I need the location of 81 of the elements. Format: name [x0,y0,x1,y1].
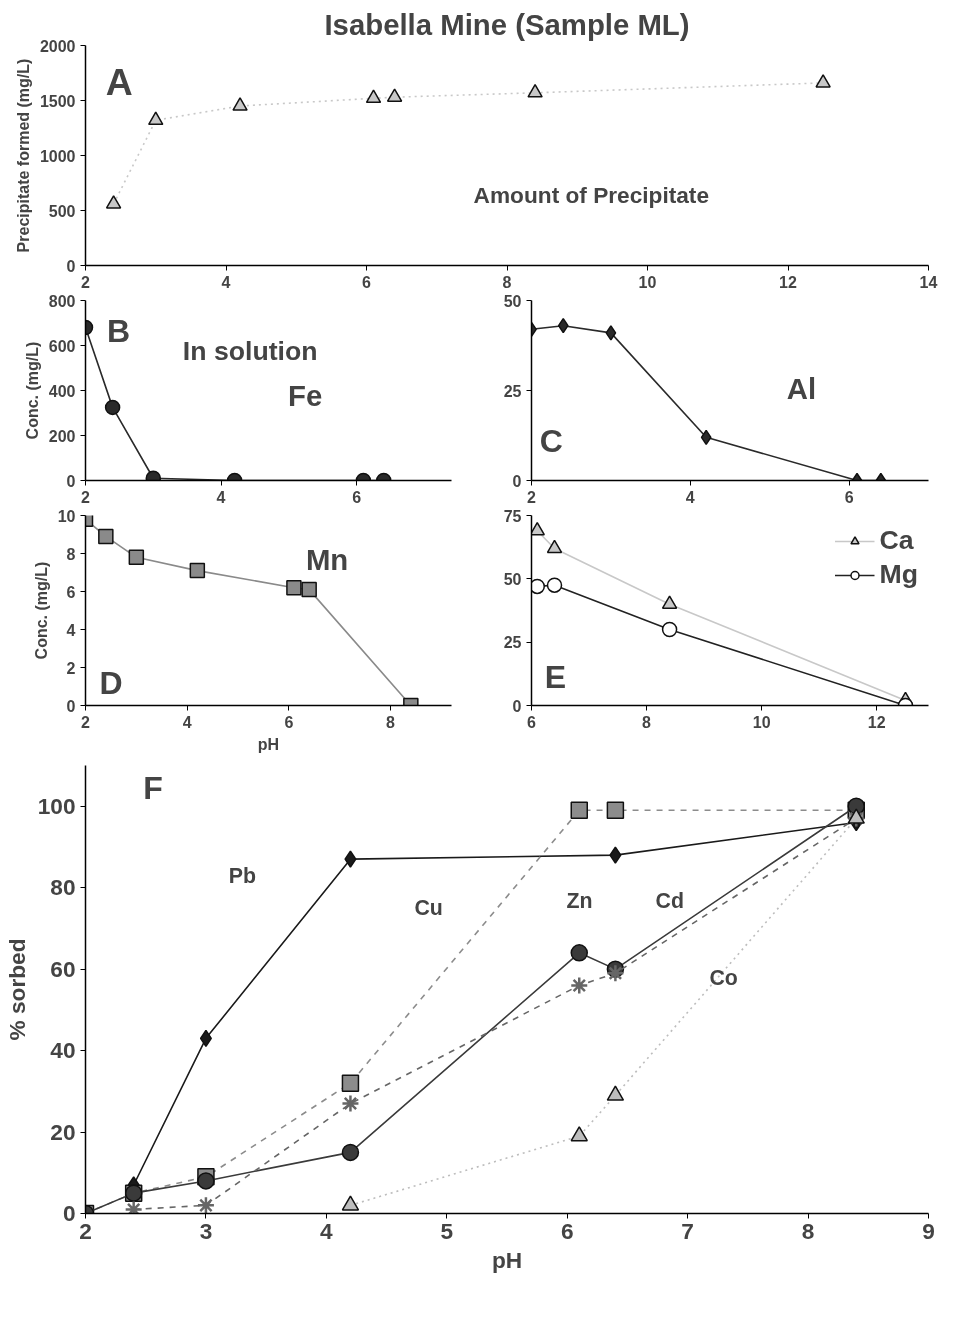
x-axis-title: pH [491,1246,523,1273]
series-label: Al [786,371,817,405]
x-tick-label: 4 [182,713,192,731]
y-tick-label: 0 [66,697,76,715]
y-tick-label: 40 [50,1037,76,1064]
x-tick-label: 12 [779,273,797,291]
x-tick-label: 2 [81,488,91,506]
x-tick-label: 6 [352,488,362,506]
series-label: Cd [655,889,684,914]
text: Pb [228,863,256,888]
y-tick-label: 8 [66,545,76,563]
annotation: C [539,422,563,459]
annotation: F [143,769,163,806]
y-tick-label: 1000 [39,147,76,165]
y-tick-label: 2000 [39,37,76,55]
x-tick-label: 10 [638,273,657,291]
y-tick-label: 1500 [39,92,76,110]
y-axis-title: % sorbed [3,938,30,1041]
y-tick-label: 20 [50,1118,76,1145]
annotation: In solution [182,335,318,366]
x-tick-label: 6 [527,713,537,731]
annotation: E [544,659,566,695]
series-label: Mn [305,543,349,577]
annotation: Amount of Precipitate [473,182,709,209]
y-tick-label: 50 [503,292,522,310]
x-tick-label: 3 [199,1217,213,1244]
series-label: Zn [566,889,593,914]
x-tick-label: 6 [560,1217,574,1244]
chart-title: Isabella Mine (Sample ML) [324,7,690,41]
y-tick-label: 60 [50,955,76,982]
x-axis-title: pH [257,735,280,753]
y-tick-label: 200 [48,427,76,445]
series-label: Cu [414,896,443,921]
y-tick-label: 600 [48,337,76,355]
x-tick-label: 9 [922,1217,935,1244]
x-tick-label: 8 [801,1217,815,1244]
y-tick-label: 0 [66,472,76,490]
x-tick-label: 6 [284,713,294,731]
series-label: Co [709,965,738,990]
y-tick-label: 100 [37,792,76,819]
y-tick-label: 50 [503,570,522,588]
text: Fe [287,379,323,413]
x-tick-label: 7 [681,1217,694,1244]
y-tick-label: 6 [66,583,76,601]
annotation: B [106,313,130,350]
annotation: A [105,60,133,103]
x-tick-label: 14 [919,273,938,291]
y-axis-title: Precipitate formed (mg/L) [14,58,32,253]
y-axis-title: Conc. (mg/L) [32,561,50,660]
y-tick-label: 80 [50,874,76,901]
x-tick-label: 2 [81,713,91,731]
y-tick-label: 25 [503,634,522,652]
x-tick-label: 8 [642,713,652,731]
y-tick-label: 400 [48,382,76,400]
legend-label: Ca [879,525,914,556]
y-tick-label: 0 [512,697,522,715]
x-tick-label: 4 [221,273,231,291]
annotation: D [99,664,123,701]
x-tick-label: 10 [752,713,771,731]
x-tick-label: 4 [320,1217,334,1244]
y-axis-title: Conc. (mg/L) [23,341,41,440]
y-tick-label: 0 [62,1200,76,1226]
x-tick-label: 5 [440,1217,454,1244]
x-tick-label: 6 [844,488,854,506]
y-tick-label: 2 [66,659,76,677]
y-tick-label: 10 [57,507,76,525]
y-tick-label: 0 [512,472,522,490]
y-tick-label: 75 [503,507,522,525]
x-tick-label: 4 [216,488,226,506]
x-tick-label: 8 [386,713,396,731]
y-tick-label: 500 [48,202,76,220]
x-tick-label: 2 [81,273,91,291]
x-tick-label: 4 [685,488,695,506]
y-tick-label: 4 [66,621,76,639]
x-tick-label: 2 [527,488,537,506]
legend-label: Mg [879,559,918,590]
y-tick-label: 0 [66,257,76,275]
y-tick-label: 800 [48,292,76,310]
x-tick-label: 6 [362,273,372,291]
x-tick-label: 12 [867,713,886,731]
y-tick-label: 25 [503,382,522,400]
